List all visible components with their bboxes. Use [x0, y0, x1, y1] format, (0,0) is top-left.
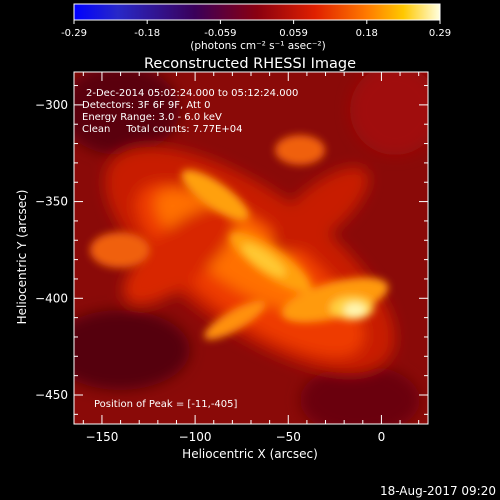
annotation-time-range: 2-Dec-2014 05:02:24.000 to 05:12:24.000	[86, 88, 298, 99]
annotation-block: 2-Dec-2014 05:02:24.000 to 05:12:24.000 …	[82, 88, 298, 135]
y-axis-label: Heliocentric Y (arcsec)	[15, 190, 29, 325]
y-axis-ticks: −300 −350 −400 −450	[35, 85, 428, 415]
x-axis-label: Heliocentric X (arcsec)	[182, 447, 318, 461]
x-tick-label: −100	[179, 430, 212, 444]
colorbar-tick-label: 0.18	[356, 28, 378, 39]
peak-position-label: Position of Peak = [-11,-405]	[94, 399, 238, 410]
colorbar-tick-label: -0.059	[204, 28, 236, 39]
chart-title: Reconstructed RHESSI Image	[144, 56, 356, 72]
colorbar-tick-label: -0.18	[134, 28, 160, 39]
annotation-detectors: Detectors: 3F 6F 9F, Att 0	[82, 100, 210, 111]
x-axis-ticks: −150 −100 −50 0	[82, 72, 420, 444]
annotation-total-counts: Clean Total counts: 7.77E+04	[82, 124, 242, 135]
colorbar-tick-label: 0.059	[279, 28, 308, 39]
colorbar: -0.29 -0.18 -0.059 0.059 0.18 0.29 (photons c…	[61, 3, 451, 52]
heatmap-image	[74, 72, 428, 424]
colorbar-unit-label: (photons cm⁻² s⁻¹ asec⁻²)	[190, 40, 325, 52]
colorbar-ticks: -0.29 -0.18 -0.059 0.059 0.18 0.29	[61, 20, 451, 39]
y-tick-label: −300	[35, 98, 68, 112]
footer-timestamp: 18-Aug-2017 09:20	[380, 484, 496, 498]
annotation-energy-range: Energy Range: 3.0 - 6.0 keV	[82, 112, 222, 123]
colorbar-tick-label: -0.29	[61, 28, 87, 39]
x-tick-label: 0	[378, 430, 386, 444]
colorbar-gradient	[73, 3, 441, 21]
y-tick-label: −400	[35, 291, 68, 305]
x-tick-label: −50	[276, 430, 301, 444]
y-tick-label: −350	[35, 195, 68, 209]
y-tick-label: −450	[35, 388, 68, 402]
colorbar-tick-label: 0.29	[429, 28, 451, 39]
x-tick-label: −150	[85, 430, 118, 444]
